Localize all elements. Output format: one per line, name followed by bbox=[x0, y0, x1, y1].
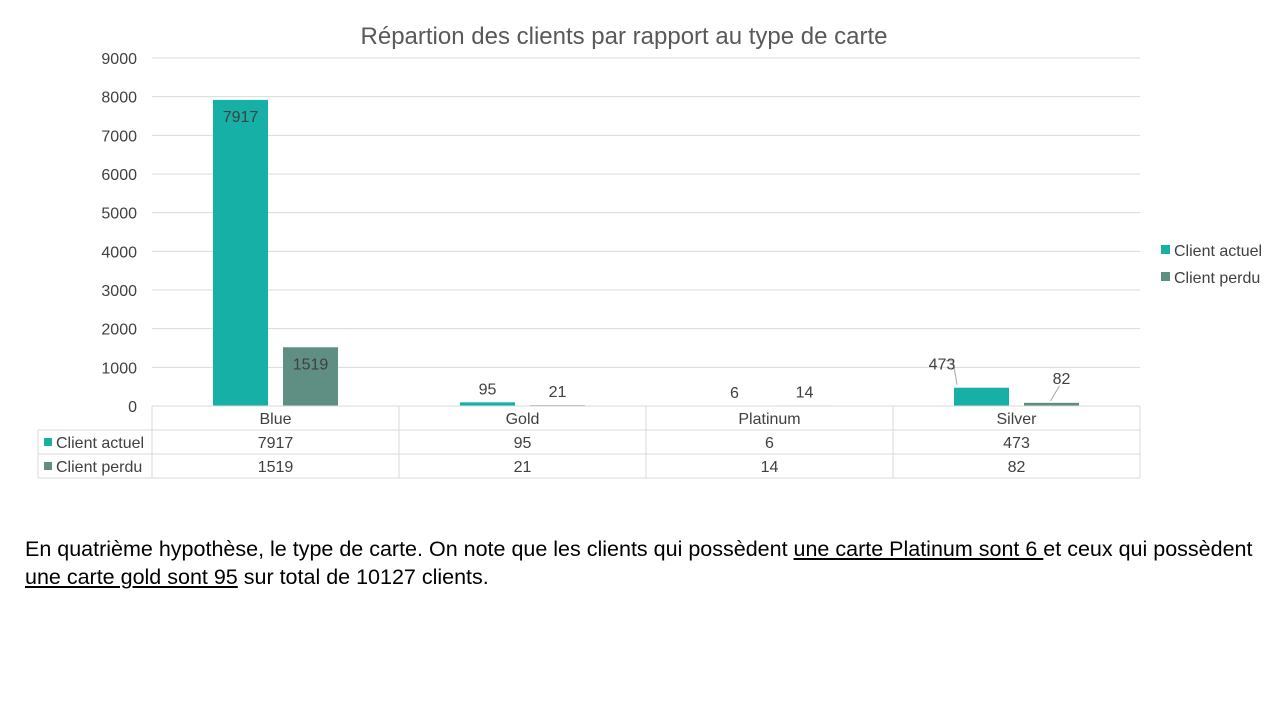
data-label: 6 bbox=[730, 385, 739, 402]
table-cell: 21 bbox=[514, 459, 532, 476]
x-tick-label: Platinum bbox=[738, 411, 800, 428]
bar-actuel bbox=[460, 402, 515, 406]
chart: Répartion des clients par rapport au typ… bbox=[37, 23, 1262, 479]
legend-label: Client perdu bbox=[1174, 270, 1260, 287]
y-tick-label: 9000 bbox=[101, 51, 137, 68]
table-cell: 7917 bbox=[258, 435, 294, 452]
legend-key bbox=[1161, 245, 1170, 254]
table-cell: 95 bbox=[514, 435, 532, 452]
table-cell: 1519 bbox=[258, 459, 294, 476]
data-label: 1519 bbox=[293, 356, 329, 373]
caption-text: En quatrième hypothèse, le type de carte… bbox=[25, 535, 1255, 591]
table-legend-key bbox=[44, 462, 52, 470]
table-legend-key bbox=[44, 438, 52, 446]
table-series-name: Client perdu bbox=[56, 459, 142, 476]
x-tick-label: Gold bbox=[506, 411, 540, 428]
legend-label: Client actuel bbox=[1174, 243, 1262, 260]
table-cell: 6 bbox=[765, 435, 774, 452]
table-cell: 473 bbox=[1003, 435, 1030, 452]
caption-part-1: En quatrième hypothèse, le type de carte… bbox=[25, 537, 794, 561]
y-tick-label: 0 bbox=[128, 399, 137, 416]
y-tick-label: 1000 bbox=[101, 360, 137, 377]
data-label: 473 bbox=[929, 357, 956, 374]
chart-title: Répartion des clients par rapport au typ… bbox=[361, 23, 888, 50]
caption-underline-platinum: une carte Platinum sont 6 bbox=[793, 537, 1044, 561]
chart-svg: Répartion des clients par rapport au typ… bbox=[37, 23, 1262, 479]
y-tick-label: 3000 bbox=[101, 283, 137, 300]
bar-actuel bbox=[954, 387, 1009, 406]
y-tick-label: 4000 bbox=[101, 244, 137, 261]
bar-perdu bbox=[283, 347, 338, 406]
leader-line bbox=[946, 360, 958, 385]
leader-line bbox=[1050, 385, 1060, 402]
x-tick-label: Silver bbox=[996, 411, 1037, 428]
bar-actuel bbox=[213, 99, 268, 406]
y-tick-label: 8000 bbox=[101, 90, 137, 107]
data-label: 21 bbox=[549, 384, 567, 401]
y-tick-label: 5000 bbox=[101, 206, 137, 223]
caption-part-3: sur total de 10127 clients. bbox=[237, 565, 489, 589]
legend-key bbox=[1161, 272, 1170, 281]
bar-perdu bbox=[1024, 402, 1079, 406]
table-series-name: Client actuel bbox=[56, 435, 144, 452]
data-label: 82 bbox=[1053, 371, 1071, 388]
y-tick-label: 7000 bbox=[101, 128, 137, 145]
y-tick-label: 6000 bbox=[101, 167, 137, 184]
y-tick-label: 2000 bbox=[101, 322, 137, 339]
caption-part-2: et ceux qui possèdent bbox=[1043, 537, 1253, 561]
table-cell: 14 bbox=[761, 459, 779, 476]
table-cell: 82 bbox=[1008, 459, 1026, 476]
caption-underline-gold: une carte gold sont 95 bbox=[25, 565, 238, 589]
data-label: 7917 bbox=[223, 109, 259, 126]
data-label: 14 bbox=[796, 384, 814, 401]
data-label: 95 bbox=[479, 381, 497, 398]
x-tick-label: Blue bbox=[259, 411, 291, 428]
